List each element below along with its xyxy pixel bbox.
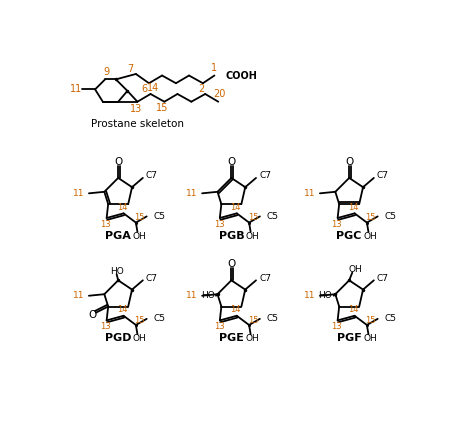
Text: OH: OH [132, 232, 146, 241]
Text: 2: 2 [198, 84, 204, 95]
Text: OH: OH [348, 265, 362, 274]
Text: 11: 11 [186, 291, 198, 300]
Text: C5: C5 [267, 212, 279, 221]
Text: C7: C7 [146, 273, 158, 282]
Text: C7: C7 [259, 273, 271, 282]
Text: 14: 14 [230, 203, 240, 212]
Text: 11: 11 [73, 189, 84, 198]
Text: 14: 14 [348, 203, 358, 212]
Text: 13: 13 [214, 322, 224, 331]
Text: 11: 11 [186, 189, 198, 198]
Text: 15: 15 [248, 213, 258, 223]
Text: C5: C5 [154, 212, 165, 221]
Text: C7: C7 [377, 273, 389, 282]
Text: O: O [345, 157, 353, 167]
Text: 6: 6 [141, 84, 147, 95]
Text: 13: 13 [331, 220, 342, 229]
Text: 15: 15 [365, 213, 376, 223]
Text: 7: 7 [128, 64, 134, 74]
Text: 13: 13 [130, 104, 142, 114]
Text: O: O [88, 310, 96, 320]
Text: 11: 11 [70, 84, 82, 95]
Text: C5: C5 [384, 212, 397, 221]
Text: 13: 13 [214, 220, 224, 229]
Text: OH: OH [132, 335, 146, 343]
Text: 14: 14 [230, 305, 240, 314]
Text: C7: C7 [259, 171, 271, 180]
Text: 14: 14 [117, 305, 128, 314]
Text: O: O [227, 259, 236, 269]
Text: C5: C5 [267, 314, 279, 324]
Text: HO: HO [110, 267, 124, 276]
Text: C5: C5 [154, 314, 165, 324]
Text: C5: C5 [384, 314, 397, 324]
Text: PGE: PGE [219, 333, 244, 343]
Text: 15: 15 [248, 316, 258, 325]
Text: OH: OH [245, 232, 259, 241]
Text: 13: 13 [100, 220, 111, 229]
Text: 13: 13 [100, 322, 111, 331]
Text: PGD: PGD [105, 333, 131, 343]
Text: OH: OH [245, 335, 259, 343]
Text: C7: C7 [146, 171, 158, 180]
Text: HO: HO [319, 291, 332, 300]
Text: Prostane skeleton: Prostane skeleton [91, 119, 184, 129]
Text: 11: 11 [304, 189, 315, 198]
Text: 9: 9 [104, 67, 109, 78]
Text: 15: 15 [156, 103, 168, 113]
Text: C7: C7 [377, 171, 389, 180]
Text: PGC: PGC [337, 231, 362, 241]
Text: HO: HO [201, 291, 214, 300]
Text: COOH: COOH [225, 70, 257, 81]
Text: 1: 1 [211, 63, 218, 73]
Text: 14: 14 [147, 83, 159, 93]
Text: 11: 11 [73, 291, 84, 300]
Text: 15: 15 [135, 316, 145, 325]
Text: 14: 14 [348, 305, 358, 314]
Text: PGB: PGB [219, 231, 244, 241]
Text: O: O [227, 157, 236, 167]
Text: PGF: PGF [337, 333, 362, 343]
Text: OH: OH [363, 232, 377, 241]
Text: 11: 11 [304, 291, 315, 300]
Text: O: O [114, 157, 122, 167]
Text: 15: 15 [135, 213, 145, 223]
Text: 20: 20 [214, 89, 226, 99]
Text: OH: OH [363, 335, 377, 343]
Text: 15: 15 [365, 316, 376, 325]
Text: PGA: PGA [105, 231, 131, 241]
Text: 14: 14 [117, 203, 128, 212]
Text: 13: 13 [331, 322, 342, 331]
